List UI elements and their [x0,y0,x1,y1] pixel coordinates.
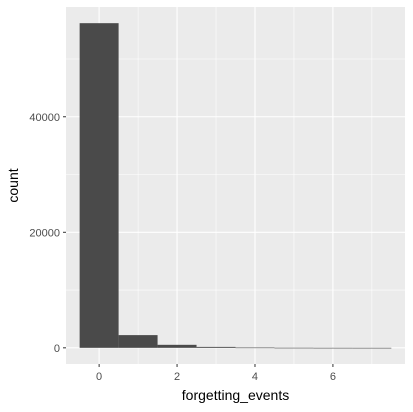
x-tick-label: 2 [174,371,180,383]
histogram-bar [235,347,275,349]
histogram-bar [313,347,353,349]
histogram-bar [274,347,314,349]
x-tick-label: 4 [252,371,258,383]
histogram-bars [79,23,392,349]
x-tick-label: 6 [330,371,336,383]
y-tick-label: 20000 [29,227,60,239]
histogram-bar [118,335,158,348]
histogram-bar [157,344,197,348]
y-tick-labels: 0 20000 40000 [29,112,60,355]
y-tick-label: 40000 [29,112,60,124]
x-tick-labels: 0 2 4 6 [96,371,336,383]
y-tick-label: 0 [54,343,60,355]
histogram-bar [352,347,392,349]
histogram-bar [196,346,236,348]
plot-panel [66,7,405,364]
x-axis-title: forgetting_events [182,387,289,403]
axis-ticks [63,116,334,367]
y-axis-title: count [5,168,21,202]
x-tick-label: 0 [96,371,102,383]
grid-minor-lines [66,7,405,364]
histogram-bar [79,23,119,348]
